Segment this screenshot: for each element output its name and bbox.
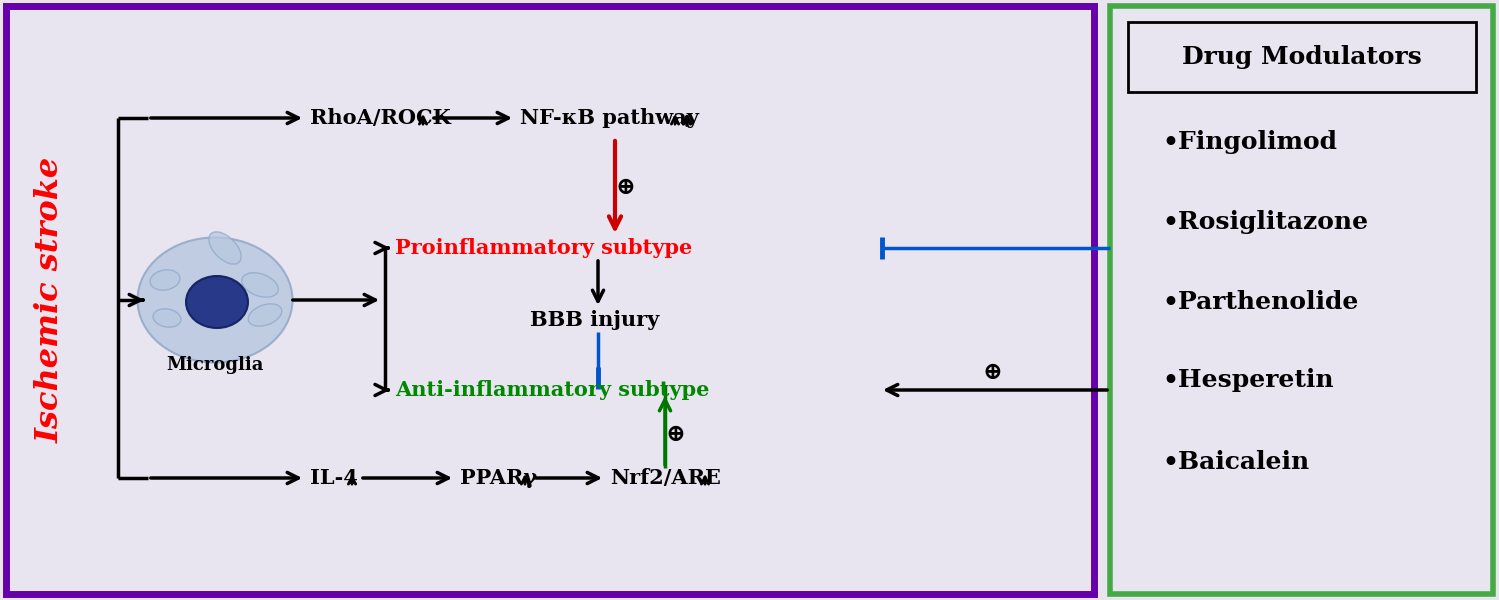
Text: •Fingolimod: •Fingolimod bbox=[1162, 130, 1337, 154]
Text: Drug Modulators: Drug Modulators bbox=[1183, 45, 1423, 69]
Text: •Baicalein: •Baicalein bbox=[1162, 450, 1309, 474]
Ellipse shape bbox=[241, 273, 279, 297]
Text: •Rosiglitazone: •Rosiglitazone bbox=[1162, 210, 1369, 234]
Text: PPARγ: PPARγ bbox=[460, 468, 537, 488]
Text: Anti-inflammatory subtype: Anti-inflammatory subtype bbox=[396, 380, 709, 400]
Ellipse shape bbox=[150, 270, 180, 290]
Ellipse shape bbox=[153, 309, 181, 327]
Text: ⊕: ⊕ bbox=[983, 360, 1003, 384]
Text: ⊕: ⊕ bbox=[615, 175, 636, 199]
Ellipse shape bbox=[138, 238, 292, 362]
Bar bbox=[1109, 6, 1493, 594]
Text: Nrf2/ARE: Nrf2/ARE bbox=[610, 468, 721, 488]
Text: IL-4: IL-4 bbox=[310, 468, 358, 488]
Ellipse shape bbox=[249, 304, 282, 326]
Ellipse shape bbox=[208, 232, 241, 264]
Text: ⊕: ⊕ bbox=[666, 422, 685, 446]
Text: •Hesperetin: •Hesperetin bbox=[1162, 368, 1334, 392]
Bar bbox=[6, 6, 1094, 594]
Text: BBB injury: BBB injury bbox=[531, 310, 660, 330]
Text: Proinflammatory subtype: Proinflammatory subtype bbox=[396, 238, 693, 258]
Text: Microglia: Microglia bbox=[166, 356, 264, 374]
Text: NF-κB pathway: NF-κB pathway bbox=[520, 108, 699, 128]
Bar bbox=[1129, 22, 1477, 92]
Text: •Parthenolide: •Parthenolide bbox=[1162, 290, 1358, 314]
Text: Ischemic stroke: Ischemic stroke bbox=[34, 157, 66, 443]
Text: RhoA/ROCK: RhoA/ROCK bbox=[310, 108, 451, 128]
Ellipse shape bbox=[186, 276, 247, 328]
